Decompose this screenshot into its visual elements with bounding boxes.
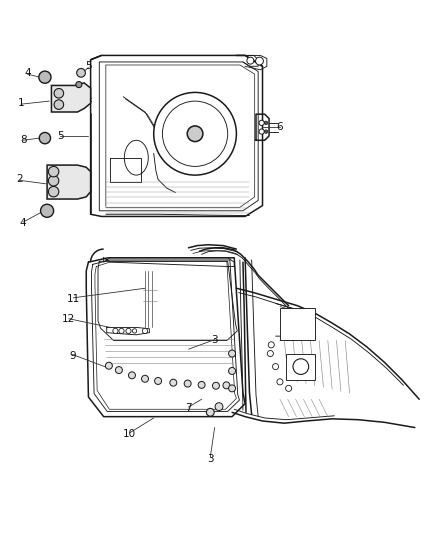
Text: 7: 7 <box>185 403 192 413</box>
Circle shape <box>277 379 283 385</box>
Text: 1: 1 <box>18 98 24 108</box>
Text: 5: 5 <box>57 131 64 141</box>
Circle shape <box>141 375 148 382</box>
Circle shape <box>187 126 203 142</box>
Circle shape <box>48 187 59 197</box>
Bar <box>286 353 315 379</box>
Circle shape <box>293 359 309 375</box>
Polygon shape <box>51 83 91 112</box>
Circle shape <box>54 88 64 98</box>
Circle shape <box>162 101 228 166</box>
Circle shape <box>41 204 53 217</box>
Circle shape <box>170 379 177 386</box>
Circle shape <box>77 68 85 77</box>
Circle shape <box>229 385 236 392</box>
Circle shape <box>39 71 51 83</box>
Circle shape <box>264 121 268 125</box>
Circle shape <box>259 129 264 134</box>
Circle shape <box>155 377 162 384</box>
Text: 4: 4 <box>20 218 26 228</box>
Circle shape <box>223 382 230 389</box>
Bar <box>280 308 315 341</box>
Text: 11: 11 <box>67 294 80 304</box>
Circle shape <box>48 175 59 186</box>
Circle shape <box>39 133 50 144</box>
Circle shape <box>212 382 219 389</box>
Circle shape <box>132 329 137 333</box>
Text: 3: 3 <box>212 335 218 345</box>
Circle shape <box>126 328 131 334</box>
Circle shape <box>247 57 254 64</box>
Circle shape <box>259 120 264 125</box>
Circle shape <box>106 362 113 369</box>
Circle shape <box>198 382 205 389</box>
Circle shape <box>229 367 236 375</box>
Text: 9: 9 <box>69 351 76 361</box>
Text: 12: 12 <box>62 314 75 324</box>
Circle shape <box>255 57 263 65</box>
Circle shape <box>184 380 191 387</box>
Text: 5: 5 <box>85 61 92 71</box>
Text: 8: 8 <box>20 135 26 146</box>
Circle shape <box>54 100 64 109</box>
Circle shape <box>154 92 237 175</box>
Circle shape <box>142 328 148 334</box>
Circle shape <box>272 364 279 370</box>
Circle shape <box>113 328 118 334</box>
Text: 10: 10 <box>123 429 136 439</box>
Text: 3: 3 <box>207 454 214 464</box>
Circle shape <box>206 408 214 416</box>
Circle shape <box>229 350 236 357</box>
Polygon shape <box>47 165 91 199</box>
Text: 2: 2 <box>16 174 23 184</box>
Circle shape <box>76 82 82 87</box>
Circle shape <box>267 351 273 357</box>
Text: 6: 6 <box>277 122 283 132</box>
Circle shape <box>286 385 292 391</box>
Circle shape <box>128 372 135 379</box>
Circle shape <box>215 403 223 410</box>
Circle shape <box>48 166 59 177</box>
Circle shape <box>264 130 268 133</box>
Text: 4: 4 <box>24 68 31 78</box>
Circle shape <box>268 342 274 348</box>
Circle shape <box>119 328 124 334</box>
Circle shape <box>116 367 122 374</box>
